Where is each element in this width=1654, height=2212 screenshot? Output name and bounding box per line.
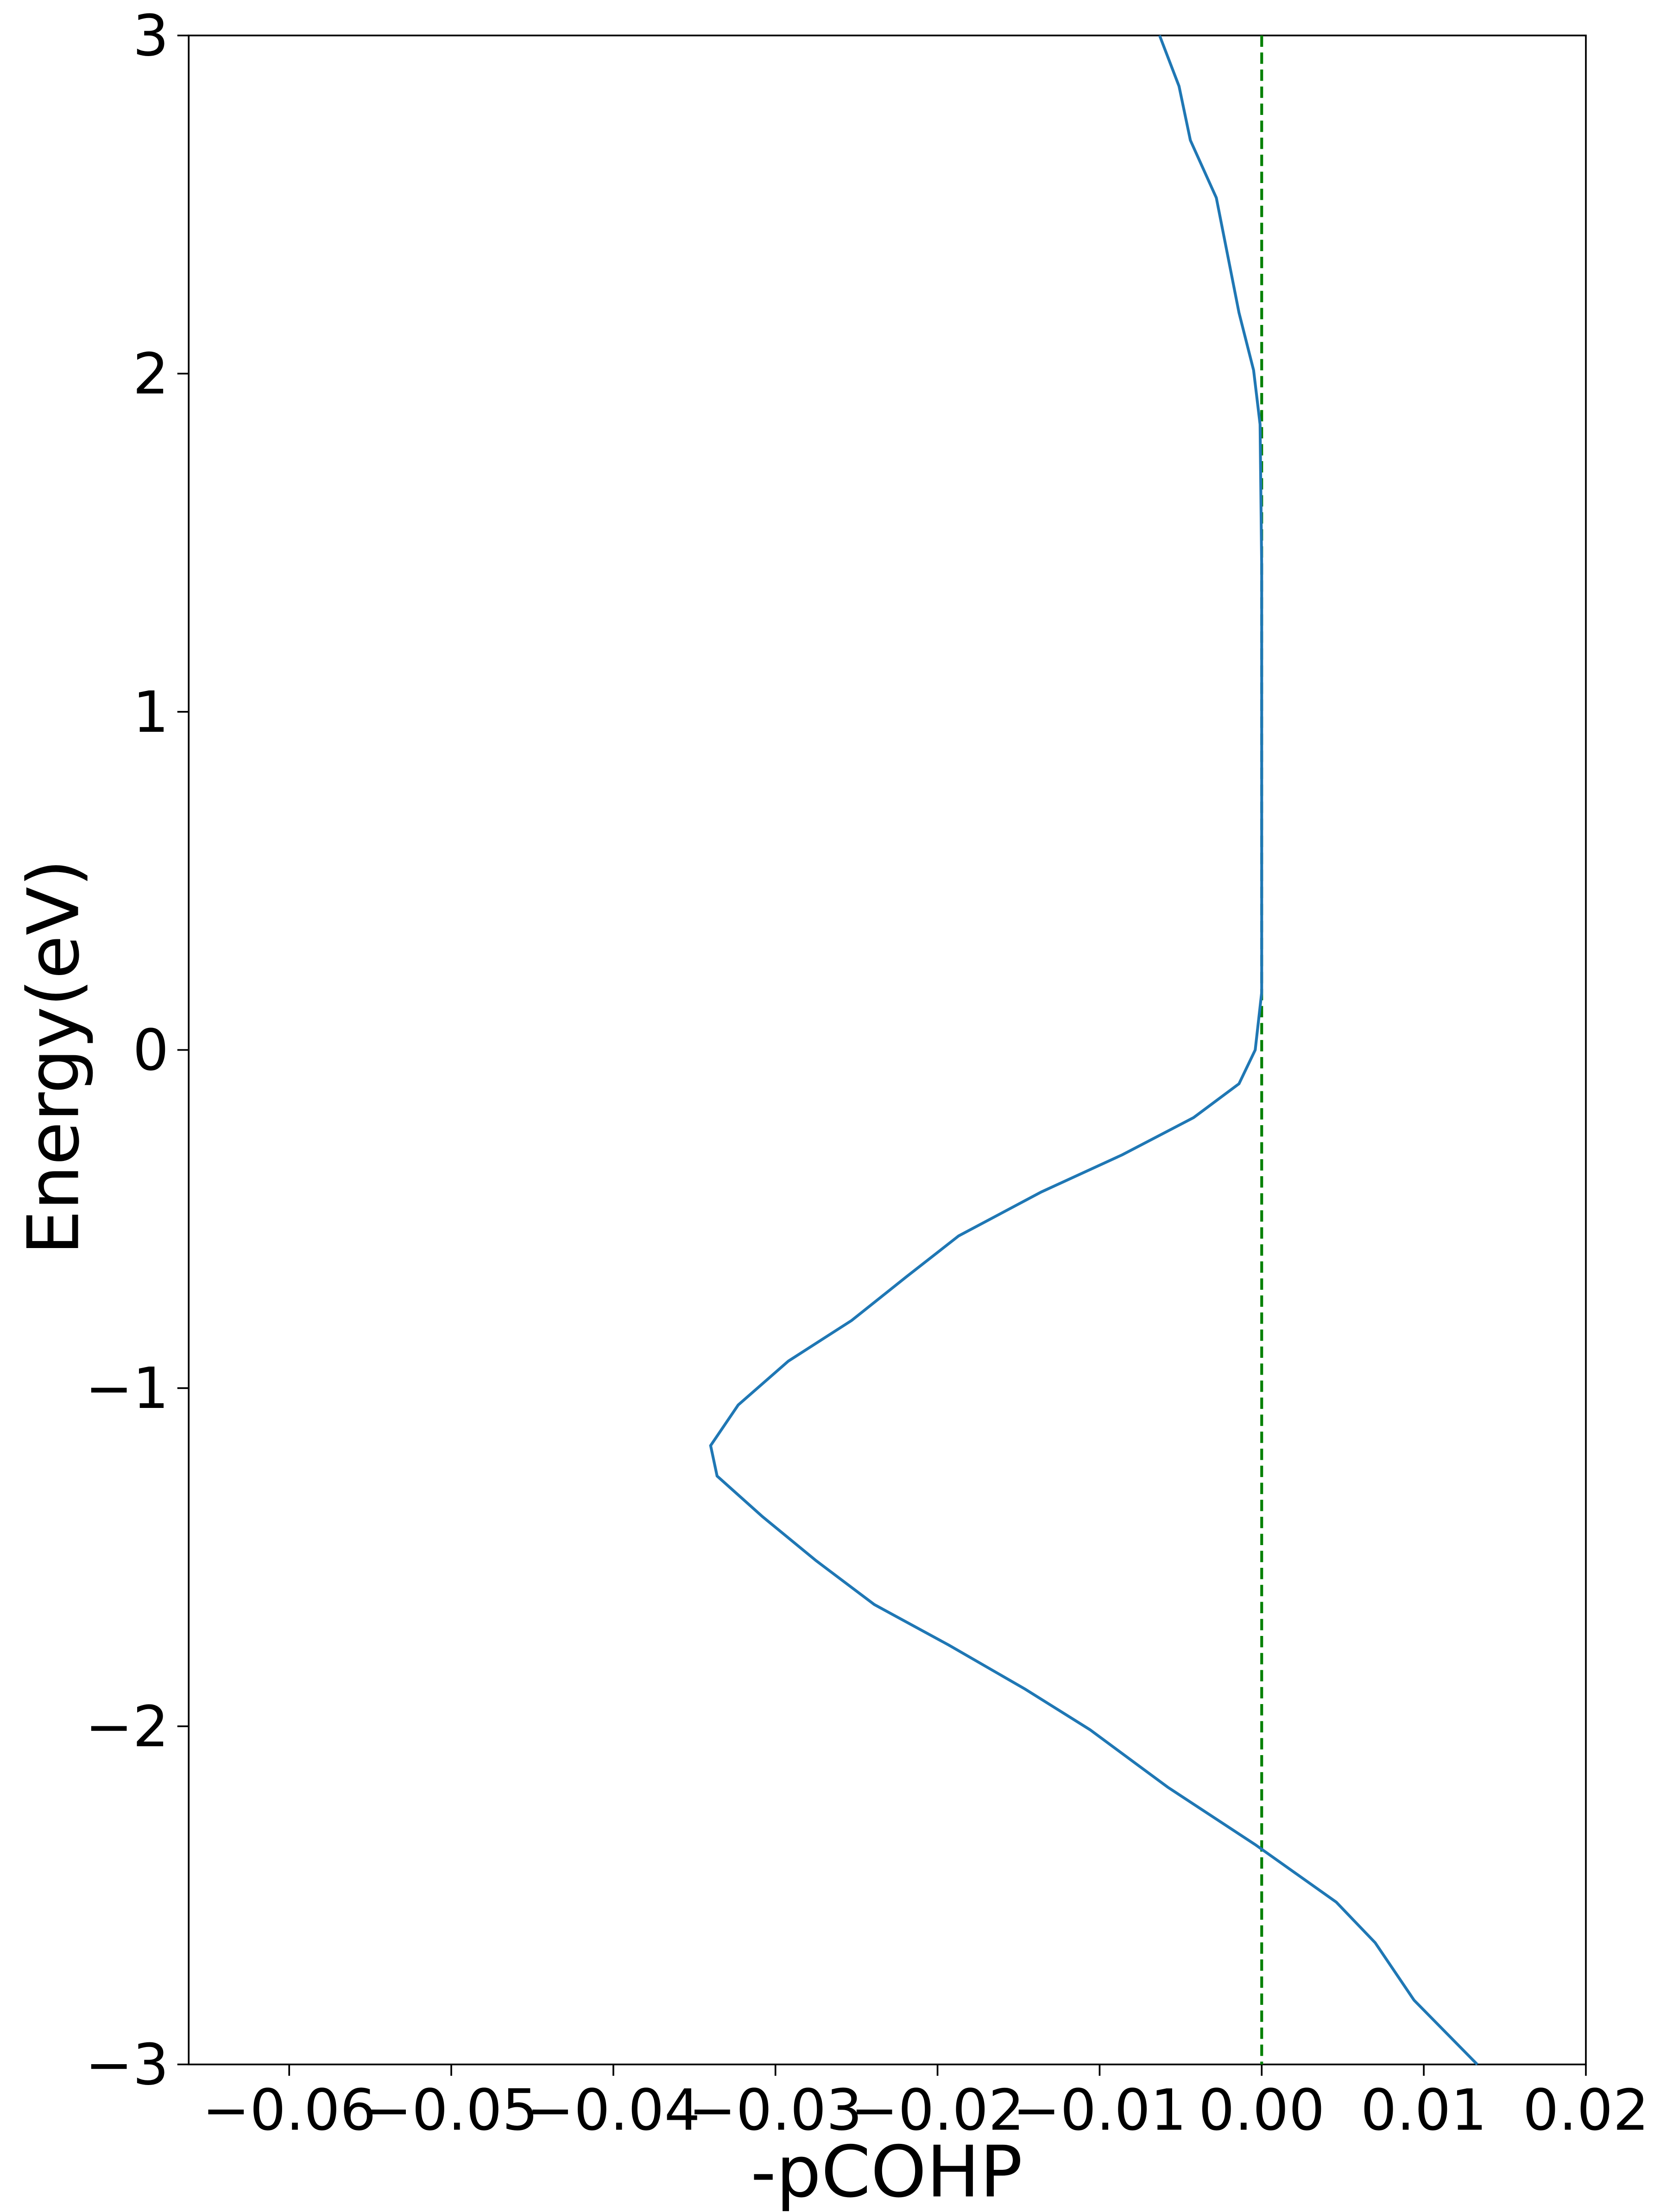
y-tick-label: 3 bbox=[133, 2, 169, 69]
x-tick-label: 0.00 bbox=[1199, 2077, 1325, 2143]
y-tick-label: −1 bbox=[85, 1355, 169, 1421]
x-tick-label: −0.02 bbox=[851, 2077, 1024, 2143]
x-tick-label: −0.01 bbox=[1013, 2077, 1187, 2143]
x-tick-label: 0.01 bbox=[1361, 2077, 1487, 2143]
x-tick-label: −0.04 bbox=[526, 2077, 700, 2143]
x-axis-label: -pCOHP bbox=[751, 2131, 1023, 2212]
x-tick-label: 0.02 bbox=[1523, 2077, 1649, 2143]
y-tick-label: 2 bbox=[133, 341, 169, 407]
x-tick-label: −0.06 bbox=[202, 2077, 376, 2143]
y-tick-label: 0 bbox=[133, 1017, 169, 1083]
plot-frame bbox=[188, 34, 1587, 2066]
x-tick-label: −0.03 bbox=[688, 2077, 862, 2143]
y-tick-label: 1 bbox=[133, 679, 169, 745]
data-line bbox=[709, 35, 1478, 2066]
y-tick-label: −2 bbox=[85, 1693, 169, 1760]
x-tick-label: −0.05 bbox=[364, 2077, 538, 2143]
y-axis-label: Energy(eV) bbox=[13, 859, 95, 1255]
y-tick-label: −3 bbox=[85, 2031, 169, 2098]
